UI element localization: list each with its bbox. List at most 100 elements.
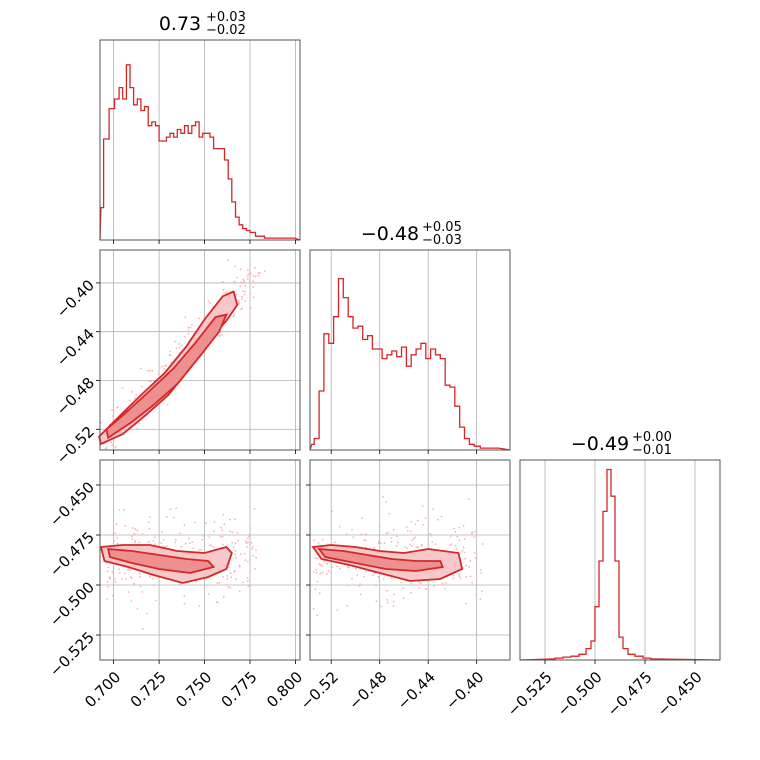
contour-r2c0-point — [152, 584, 155, 587]
contour-r2c1-point — [371, 574, 374, 577]
contour-r2c0-point — [129, 575, 132, 578]
contour-r2c1-point — [379, 542, 382, 545]
histogram-1-frame — [309, 249, 511, 451]
contour-r2c1-point — [319, 572, 322, 575]
contour-r2c0-point — [162, 538, 165, 541]
contour-r2c0-point — [234, 542, 237, 545]
contour-r1c0-point — [149, 380, 152, 383]
contour-r2c1-point — [359, 583, 362, 586]
contour-r2c0-point — [133, 582, 136, 585]
contour-r2c1-point — [474, 557, 477, 559]
contour-r2c0-point — [165, 516, 168, 518]
contour-r2c0-point — [207, 593, 210, 595]
contour-r2c0-point — [228, 566, 230, 569]
contour-r2c1-point — [377, 576, 380, 578]
contour-r1c0-point — [184, 335, 186, 338]
contour-r2c0-point — [227, 586, 230, 588]
contour-r1c0-point — [111, 409, 113, 411]
contour-r2c0-point — [136, 608, 139, 610]
contour-r1c0-point — [140, 385, 143, 388]
contour-r2c0-point — [175, 538, 177, 541]
contour-r2c1-point — [454, 544, 457, 547]
contour-r2c0-point — [131, 538, 134, 540]
contour-r2c1-point — [454, 530, 457, 533]
contour-r2c1-point — [465, 564, 467, 567]
contour-r2c0-point — [205, 522, 207, 525]
contour-r2c0-point — [252, 554, 254, 557]
contour-r2c0-point — [147, 521, 150, 523]
contour-r2c0-point — [247, 541, 249, 544]
contour-r2c0-point — [191, 541, 194, 543]
contour-r2c0-point — [148, 527, 151, 530]
contour-r2c0-point — [249, 558, 251, 561]
contour-r1c0-point — [263, 270, 266, 272]
contour-r2c0-point — [130, 600, 133, 602]
contour-r2c0-point — [222, 576, 225, 578]
frame-layer — [99, 39, 721, 661]
contour-r2c1-point — [458, 526, 461, 529]
contour-r2c0-point — [221, 535, 224, 538]
contour-r1c0-point — [244, 300, 247, 303]
contour-r1c0-point — [235, 293, 238, 296]
contour-r1c0-point — [242, 290, 244, 293]
contour-r1c0-point — [100, 421, 102, 424]
contour-r2c1-point — [402, 587, 405, 589]
contour-r1c0-point — [169, 350, 172, 353]
contour-r2c0-point — [232, 546, 235, 549]
contour-r2c0-point — [131, 535, 133, 538]
contour-r1c0-point — [250, 272, 252, 275]
contour-r2c0-point — [208, 536, 211, 538]
contour-r2c0-xtick-label-3: 0.775 — [218, 668, 261, 711]
contour-r2c1-point — [424, 517, 427, 519]
contour-r2c1-point — [316, 614, 319, 616]
data-layer — [98, 64, 721, 661]
contour-r2c0-point — [244, 552, 246, 555]
contour-r2c0-point — [223, 523, 226, 525]
contour-r2c1-point — [378, 525, 381, 528]
contour-r2c1-point — [313, 539, 316, 542]
contour-r2c0-point — [251, 545, 254, 548]
contour-r2c1-point — [383, 542, 386, 545]
contour-r2c1-point — [464, 557, 466, 560]
contour-r2c1-point — [347, 584, 350, 587]
contour-r1c0-point — [243, 293, 246, 296]
contour-r2c1-point — [461, 549, 464, 552]
contour-r1c0-point — [242, 278, 245, 281]
contour-r2c0-point — [151, 577, 154, 580]
contour-r2c0-point — [118, 509, 121, 511]
contour-r2c0-point — [175, 507, 178, 510]
contour-r2c1-point — [429, 533, 431, 535]
contour-r1c0-point — [114, 446, 117, 449]
contour-r2c0-point — [155, 599, 158, 602]
contour-r2c0-point — [133, 532, 136, 535]
contour-r2c0-point — [226, 577, 229, 580]
contour-r2c1-point — [358, 584, 361, 587]
contour-r2c0-point — [142, 628, 144, 630]
contour-r2c0-point — [238, 590, 241, 593]
contour-r2c0-point — [124, 525, 127, 528]
contour-r2c1-point — [363, 575, 365, 578]
contour-r2c1-point — [351, 528, 353, 531]
contour-r2c1-point — [380, 605, 382, 608]
contour-r1c0-point — [116, 406, 119, 408]
contour-r2c1-point — [433, 584, 435, 587]
contour-r2c0-point — [116, 537, 118, 539]
contour-r2c0-point — [236, 531, 239, 534]
contour-r1c0-point — [121, 387, 124, 389]
histogram-0-title-lower-error: −0.02 — [206, 23, 246, 38]
contour-r2c1-point — [375, 584, 377, 587]
contour-r2c0-point — [111, 571, 114, 573]
contour-r2c0-point — [154, 543, 157, 545]
contour-r2c0-ytick-label-3: −0.525 — [46, 628, 98, 680]
contour-r2c0-point — [239, 553, 242, 556]
contour-r2c0-point — [193, 521, 196, 524]
contour-r2c0-point — [111, 594, 114, 597]
contour-r2c0-point — [247, 580, 249, 582]
contour-r2c1-point — [449, 544, 451, 547]
contour-r1c0-point — [184, 316, 187, 319]
contour-r2c0-point — [134, 541, 137, 544]
contour-r2c1-point — [319, 564, 322, 566]
contour-r1c0-point — [222, 289, 225, 291]
contour-r1c0-point — [209, 302, 212, 305]
